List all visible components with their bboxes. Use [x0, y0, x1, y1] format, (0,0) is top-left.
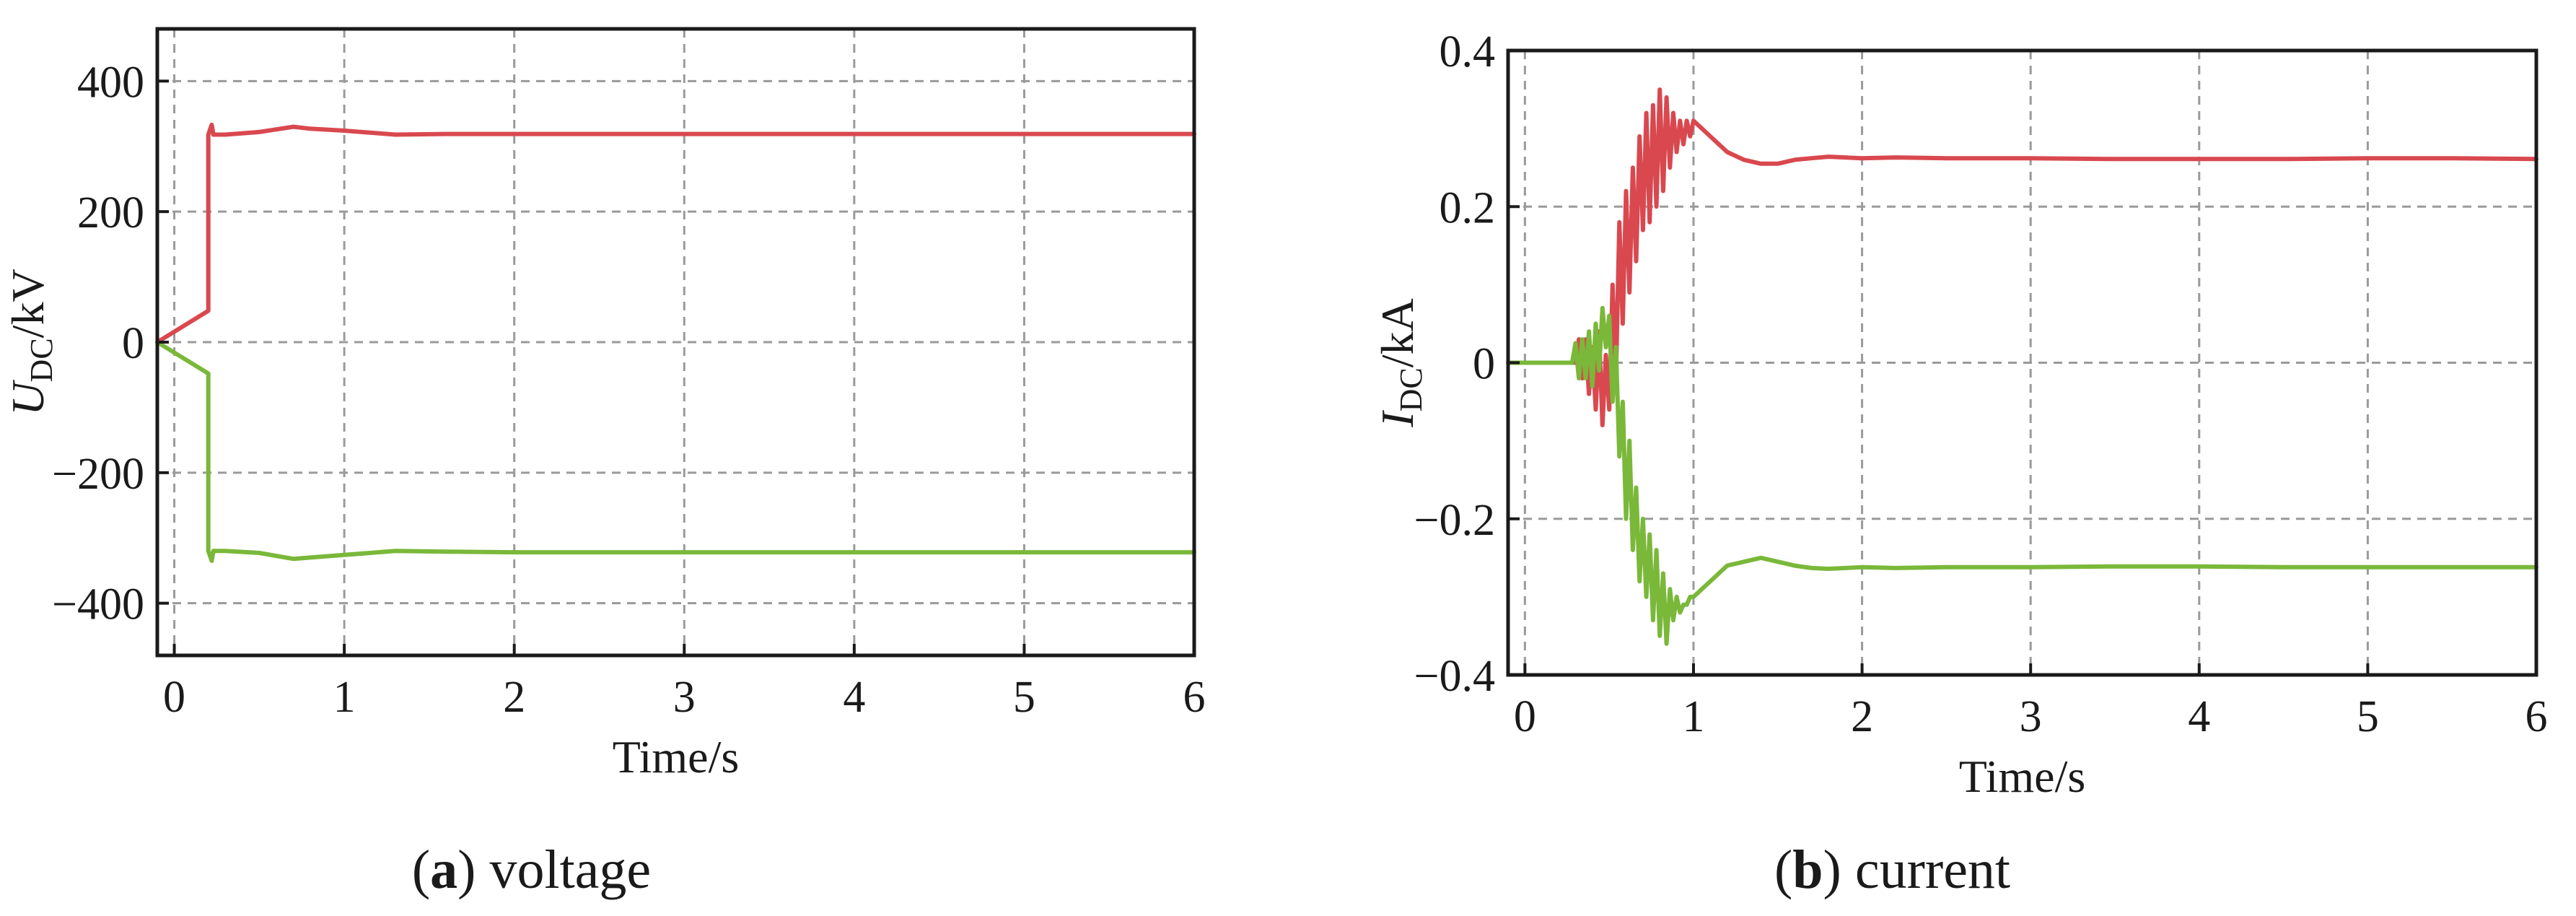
x-tick-label: 4 — [2188, 692, 2210, 741]
caption-b: (b) current — [1774, 839, 2010, 900]
y-tick-label: −200 — [52, 450, 144, 499]
x-tick-label: 2 — [1851, 692, 1873, 741]
x-tick-labels: 0 1 2 3 4 5 6 — [163, 644, 1206, 722]
series-line-1 — [155, 122, 1196, 344]
x-axis-label: Time/s — [613, 731, 740, 782]
x-tick-labels: 0 1 2 3 4 5 6 — [1514, 663, 2548, 741]
series-line-1 — [1506, 87, 2538, 427]
x-tick-label: 4 — [843, 673, 865, 722]
series-line-2 — [1506, 305, 2538, 646]
series — [155, 122, 1196, 563]
y-axis-label: UDC/kV — [2, 269, 59, 415]
y-tick-label: −0.4 — [1414, 652, 1495, 701]
y-tick-labels: −400 −200 0 200 400 — [52, 58, 169, 629]
y-axis-label: IDC/kA — [1372, 298, 1429, 427]
x-tick-label: 6 — [2525, 692, 2548, 741]
caption-letter: b — [1792, 839, 1823, 900]
chart-current: 0 1 2 3 4 5 6 −0.4 −0.2 0 0.2 0.4 Time/s IDC/kA (b… — [1372, 27, 2548, 900]
y-tick-labels: −0.4 −0.2 0 0.2 0.4 — [1414, 27, 1520, 701]
y-axis-subscript: DC — [24, 338, 59, 382]
y-tick-label: 400 — [77, 58, 144, 107]
x-tick-label: 1 — [333, 673, 356, 722]
x-tick-label: 5 — [1013, 673, 1035, 722]
series — [1506, 87, 2538, 646]
caption-letter: a — [430, 839, 457, 900]
x-tick-label: 5 — [2357, 692, 2379, 741]
x-axis-label: Time/s — [1959, 751, 2086, 802]
caption-a: (a) voltage — [412, 839, 651, 900]
x-tick-label: 0 — [163, 673, 185, 722]
y-tick-label: 0 — [122, 319, 144, 368]
x-tick-label: 3 — [2020, 692, 2042, 741]
x-tick-label: 0 — [1514, 692, 1536, 741]
x-tick-label: 1 — [1682, 692, 1704, 741]
y-tick-label: −0.2 — [1414, 496, 1495, 545]
caption-text: voltage — [489, 839, 651, 900]
x-tick-label: 6 — [1183, 673, 1206, 722]
x-tick-label: 3 — [673, 673, 696, 722]
y-axis-symbol: U — [2, 380, 53, 416]
series-line-2 — [155, 340, 1196, 563]
x-tick-label: 2 — [503, 673, 525, 722]
y-tick-label: 0.4 — [1440, 27, 1496, 77]
grid — [157, 29, 1194, 655]
y-tick-label: −400 — [52, 580, 144, 629]
y-tick-label: 0.2 — [1440, 183, 1496, 232]
y-tick-label: 200 — [77, 188, 144, 237]
y-axis-symbol: I — [1372, 410, 1423, 428]
grid — [1508, 51, 2536, 675]
y-axis-subscript: DC — [1393, 367, 1429, 411]
y-axis-unit: /kV — [2, 269, 53, 338]
y-tick-label: 0 — [1473, 340, 1495, 389]
chart-voltage: 0 1 2 3 4 5 6 −400 −200 0 200 400 Time/s UDC/kV (a… — [2, 27, 1206, 900]
y-axis-unit: /kA — [1372, 298, 1423, 367]
caption-text: current — [1855, 839, 2010, 900]
